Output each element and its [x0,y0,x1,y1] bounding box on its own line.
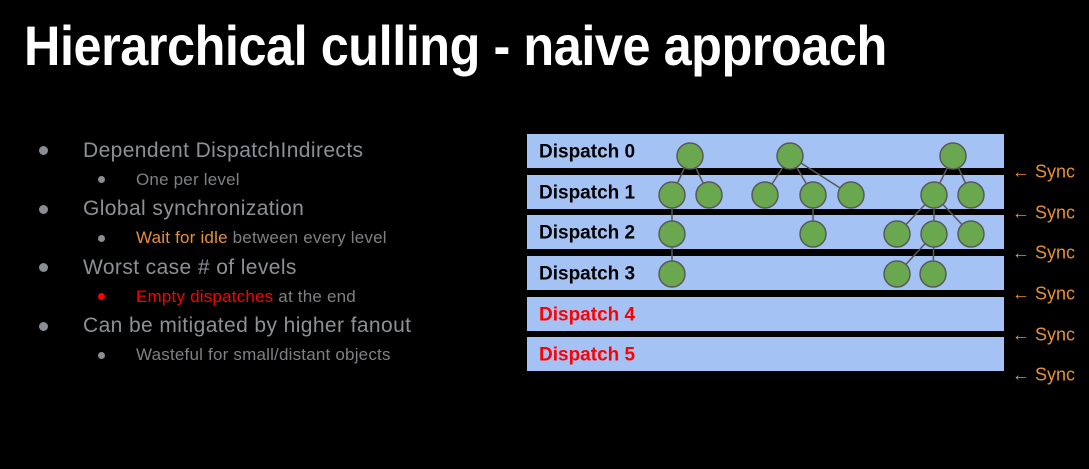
sync-label: ← Sync [1012,284,1075,304]
bullet-item: Wasteful for small/distant objects [0,341,520,370]
tree-node [883,260,911,288]
sync-label: ← Sync [1012,365,1075,385]
bullet-item: Worst case # of levels [0,253,520,282]
tree-node [883,220,911,248]
bullet-text: Wasteful for small/distant objects [136,345,391,365]
dispatch-bar [527,134,1004,168]
bullet-text: Dependent DispatchIndirects [83,139,363,163]
bullet-text-segment: Wasteful for small/distant objects [136,345,391,365]
tree-node [658,220,686,248]
tree-node [957,181,985,209]
sync-label: ← Sync [1012,325,1075,345]
sync-label: ← Sync [1012,162,1075,182]
bullet-text: Worst case # of levels [83,256,297,280]
tree-node [658,260,686,288]
bullet-text-segment: Wait for idle [136,228,228,248]
bullet-text-segment: Global synchronization [83,197,305,221]
tree-node [837,181,865,209]
tree-node [799,220,827,248]
slide-title: Hierarchical culling - naive approach [24,14,887,77]
bullet-item: One per level [0,165,520,194]
tree-node [751,181,779,209]
sync-label: ← Sync [1012,203,1075,223]
tree-node [695,181,723,209]
dispatch-bar [527,337,1004,371]
bullet-text-segment: between every level [227,228,387,248]
bullet-dot-icon [98,293,105,301]
tree-node [957,220,985,248]
dispatch-label: Dispatch 4 [539,305,636,326]
bullet-list: Dependent DispatchIndirects One per level… [0,136,520,370]
bullet-item: Dependent DispatchIndirects [0,136,520,165]
bullet-item: Can be mitigated by higher fanout [0,312,520,341]
bullet-dot-icon [98,234,105,242]
tree-node [676,142,704,170]
bullet-text-segment: Worst case # of levels [83,255,297,279]
bullet-item: Empty dispatches at the end [0,282,520,311]
dispatch-label: Dispatch 5 [539,345,636,366]
bullet-dot-icon [98,351,105,359]
tree-node [920,220,948,248]
dispatch-label: Dispatch 0 [539,142,635,163]
bullet-item: Wait for idle between every level [0,224,520,253]
bullet-text: Global synchronization [83,197,304,221]
tree-node [919,260,947,288]
bullet-text: One per level [136,170,240,190]
bullet-item: Global synchronization [0,195,520,224]
bullet-dot-icon [39,146,48,156]
bullet-text: Wait for idle between every level [136,228,387,248]
bullet-text: Empty dispatches at the end [136,287,356,307]
bullet-text-segment: Dependent DispatchIndirects [83,138,364,162]
sync-label: ← Sync [1012,243,1075,263]
bullet-text: Can be mitigated by higher fanout [83,314,411,338]
tree-node [658,181,686,209]
bullet-text-segment: Empty dispatches [136,286,274,306]
bullet-dot-icon [39,321,48,331]
tree-node [799,181,827,209]
dispatch-bar [527,297,1004,331]
bullet-dot-icon [98,176,105,184]
bullet-text-segment: Can be mitigated by higher fanout [83,314,412,338]
tree-node [776,142,804,170]
dispatch-label: Dispatch 2 [539,223,635,244]
tree-node [920,181,948,209]
tree-node [939,142,967,170]
bullet-dot-icon [39,204,48,214]
bullet-text-segment: at the end [273,286,356,306]
bullet-text-segment: One per level [136,169,240,189]
dispatch-label: Dispatch 3 [539,264,635,285]
dispatch-label: Dispatch 1 [539,183,636,204]
bullet-dot-icon [39,263,48,273]
